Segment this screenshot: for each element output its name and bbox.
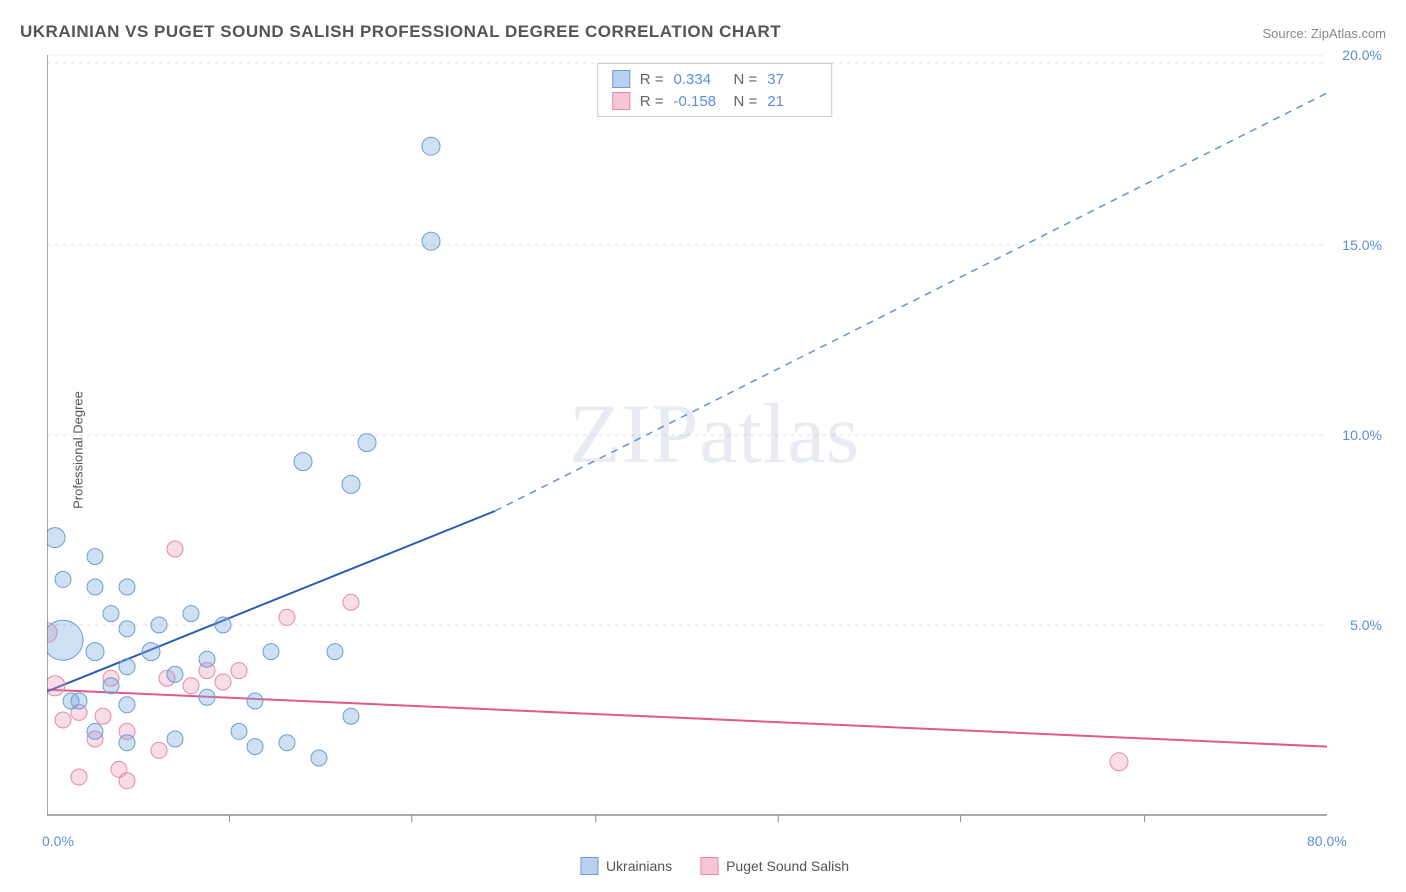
y-tick-label: 15.0% [1342,237,1382,253]
stats-n-value: 21 [767,93,817,110]
stats-n-value: 37 [767,71,817,88]
series-legend-label: Ukrainians [606,858,672,874]
y-tick-label: 20.0% [1342,47,1382,63]
stats-r-label: R = [640,71,664,88]
stats-legend-row: R = 0.334 N = 37 [612,68,818,90]
x-tick-label: 0.0% [42,833,74,849]
legend-swatch-icon [580,857,598,875]
series-legend-label: Puget Sound Salish [726,858,849,874]
stats-legend-row: R = -0.158 N = 21 [612,90,818,112]
y-tick-label: 5.0% [1350,617,1382,633]
y-tick-label: 10.0% [1342,427,1382,443]
stats-r-value: 0.334 [674,71,724,88]
stats-legend: R = 0.334 N = 37 R = -0.158 N = 21 [597,63,833,117]
series-legend-item: Ukrainians [580,857,672,875]
legend-swatch-icon [612,70,630,88]
legend-swatch-icon [700,857,718,875]
series-legend-item: Puget Sound Salish [700,857,849,875]
chart-title: UKRAINIAN VS PUGET SOUND SALISH PROFESSI… [20,22,781,42]
stats-r-label: R = [640,93,664,110]
stats-r-value: -0.158 [674,93,724,110]
legend-swatch-icon [612,92,630,110]
x-tick-label: 80.0% [1307,833,1347,849]
chart-container: Professional Degree ZIPatlas 5.0%10.0%15… [47,55,1382,845]
chart-svg [47,55,1382,845]
stats-n-label: N = [734,93,758,110]
stats-n-label: N = [734,71,758,88]
series-legend: Ukrainians Puget Sound Salish [580,857,849,875]
source-label: Source: ZipAtlas.com [1262,26,1386,41]
